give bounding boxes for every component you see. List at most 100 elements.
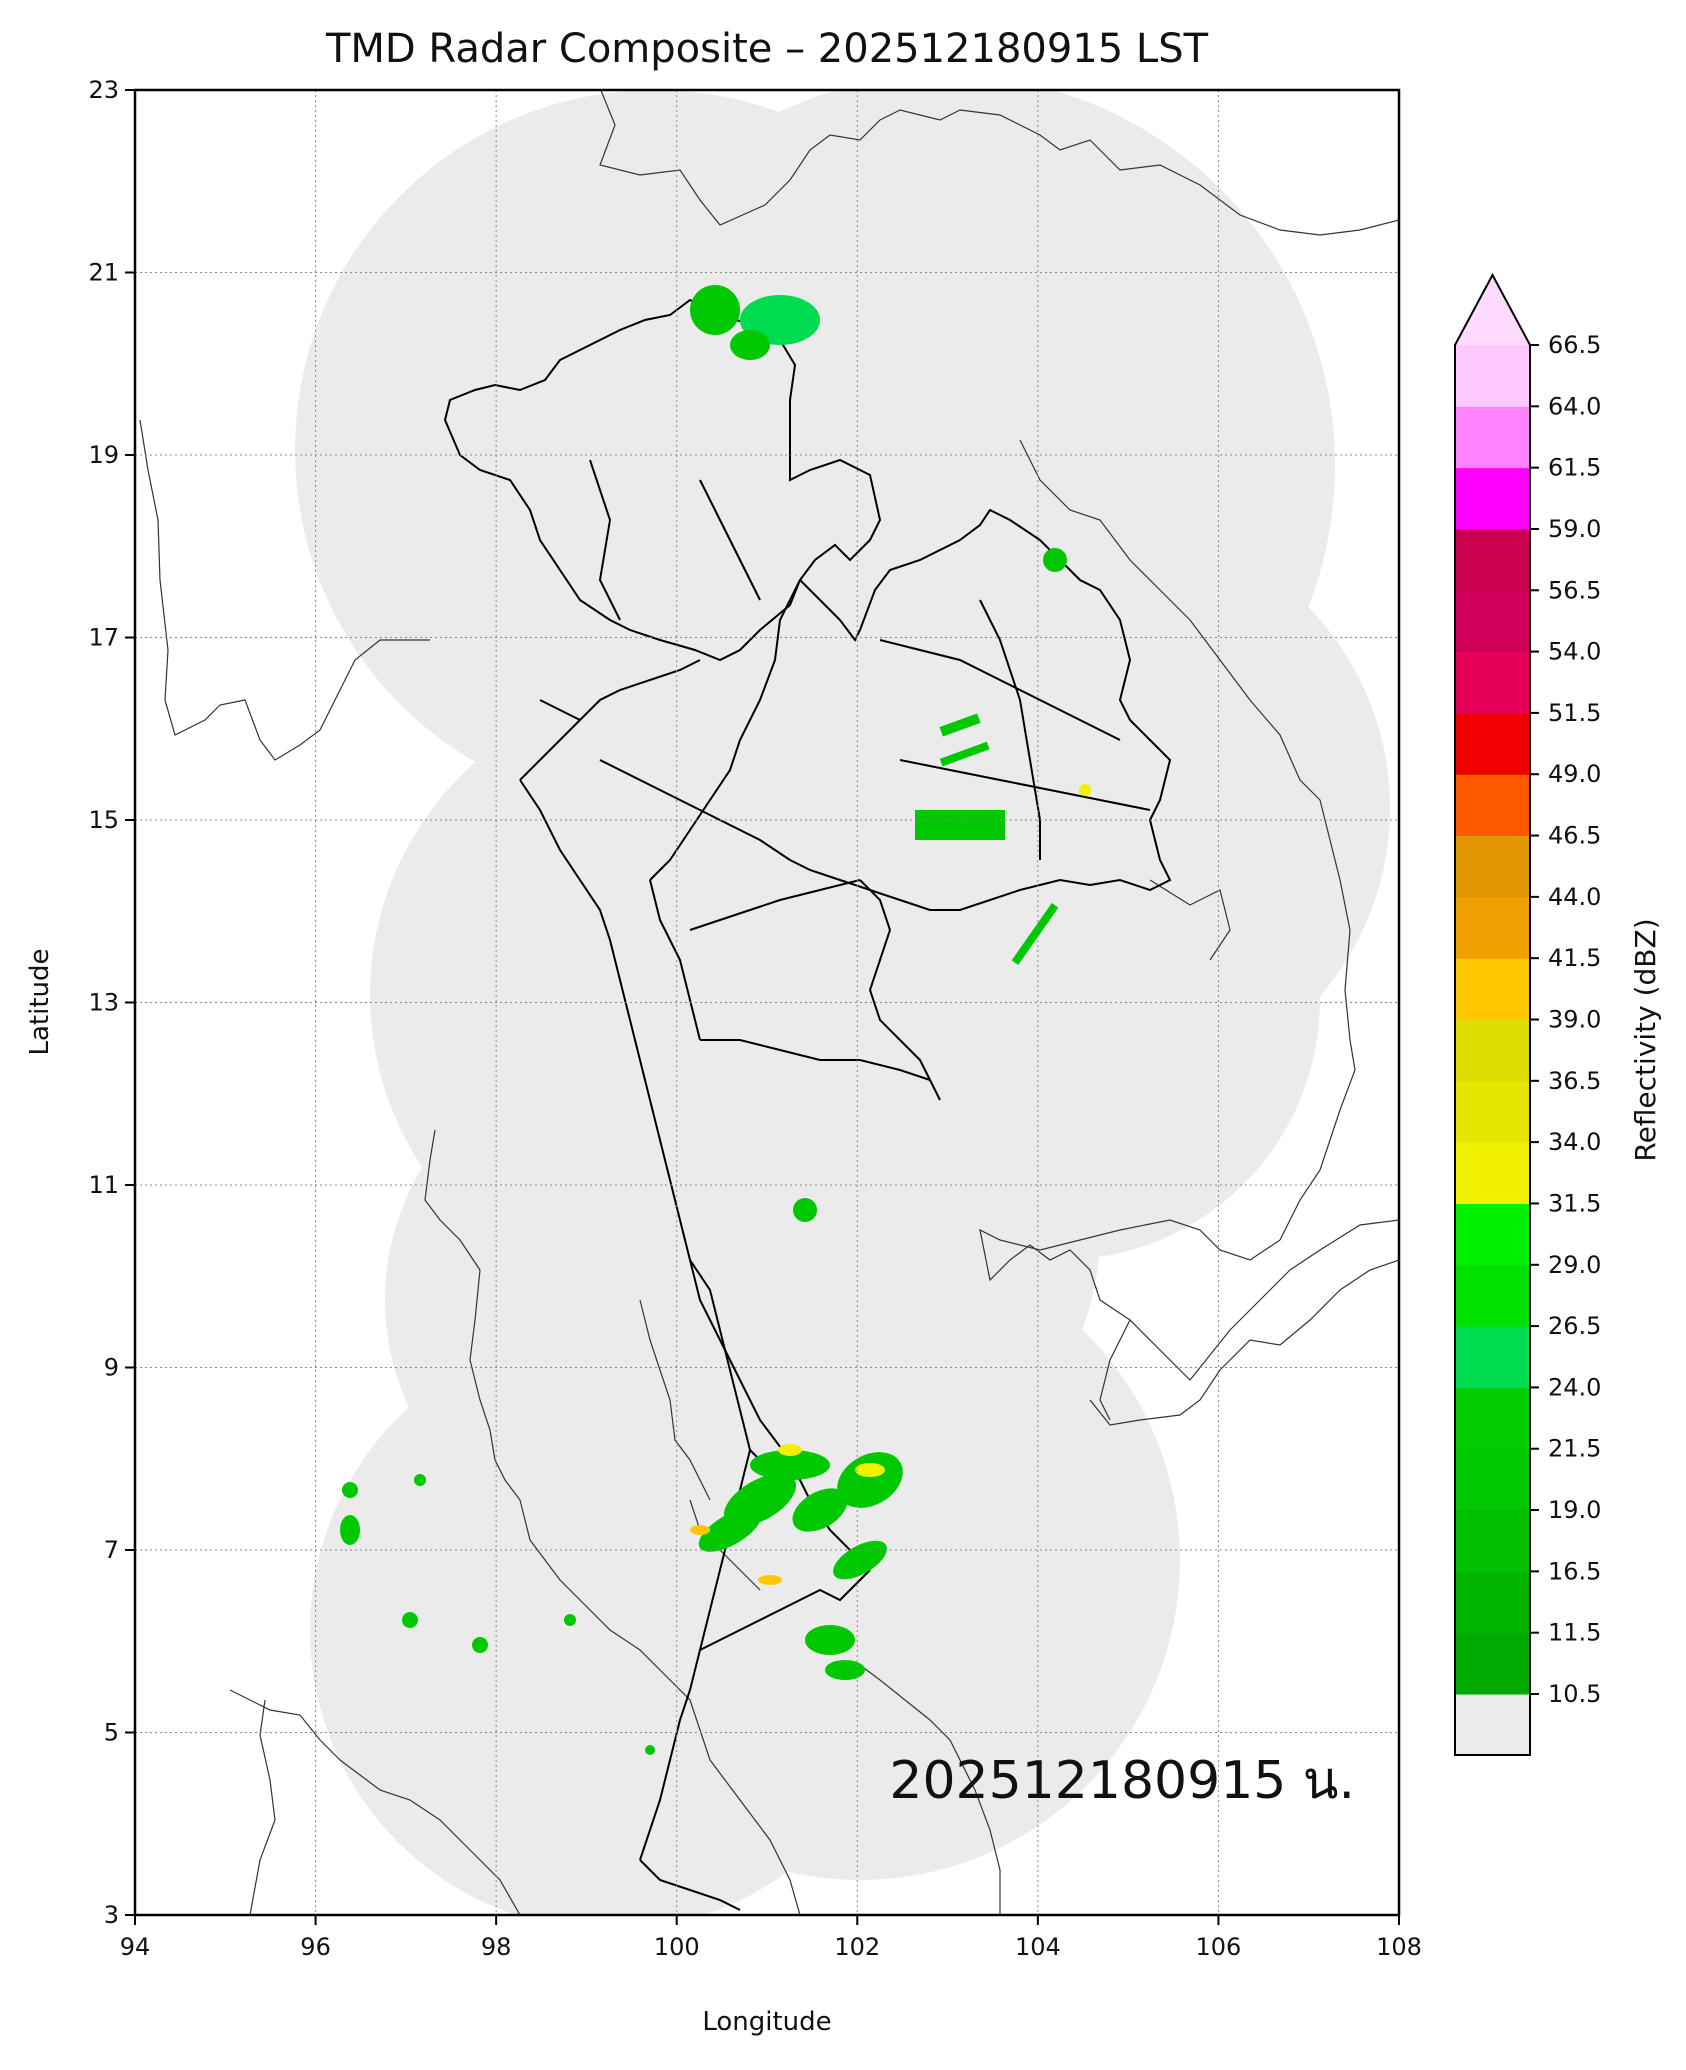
colorbar-tick-label: 46.5 bbox=[1548, 822, 1601, 850]
y-tick-label: 19 bbox=[88, 441, 119, 469]
colorbar-tick-label: 44.0 bbox=[1548, 883, 1601, 911]
colorbar-tick-label: 36.5 bbox=[1548, 1067, 1601, 1095]
colorbar-band bbox=[1455, 1203, 1530, 1266]
colorbar-band bbox=[1455, 1264, 1530, 1327]
colorbar-band bbox=[1455, 467, 1530, 530]
colorbar-tick-label: 56.5 bbox=[1548, 576, 1601, 604]
echo-cell bbox=[792, 1488, 848, 1532]
colorbar-tick-label: 10.5 bbox=[1548, 1680, 1601, 1708]
echo-cell bbox=[750, 1450, 830, 1480]
echo-cell bbox=[1079, 784, 1091, 796]
colorbar-band bbox=[1455, 1510, 1530, 1572]
colorbar-band bbox=[1455, 1080, 1530, 1143]
x-tick-label: 94 bbox=[120, 1933, 151, 1961]
colorbar-tick-label: 26.5 bbox=[1548, 1312, 1601, 1340]
colorbar-tick-label: 41.5 bbox=[1548, 944, 1601, 972]
echo-cell bbox=[1043, 548, 1067, 572]
echo-cell bbox=[342, 1482, 358, 1498]
y-axis: 3 5 7 9 11 13 15 17 19 21 23 bbox=[88, 76, 135, 1929]
colorbar-tick-label: 34.0 bbox=[1548, 1128, 1601, 1156]
colorbar-band bbox=[1455, 590, 1530, 653]
colorbar-band bbox=[1455, 1448, 1530, 1511]
y-tick-label: 11 bbox=[88, 1171, 119, 1199]
colorbar-band bbox=[1455, 651, 1530, 714]
radar-echoes bbox=[340, 285, 1091, 1755]
colorbar-tick-label: 59.0 bbox=[1548, 515, 1601, 543]
colorbar-tick-label: 49.0 bbox=[1548, 760, 1601, 788]
x-axis-label: Longitude bbox=[702, 2007, 831, 2037]
echo-cell bbox=[402, 1612, 418, 1628]
radar-coverage bbox=[295, 90, 1390, 1915]
echo-cell bbox=[564, 1614, 576, 1626]
colorbar-outline bbox=[1454, 272, 1531, 1756]
y-axis-label: Latitude bbox=[25, 948, 55, 1055]
colorbar-band bbox=[1455, 1142, 1530, 1204]
colorbar-tick-label: 61.5 bbox=[1548, 454, 1601, 482]
colorbar-tick-label: 51.5 bbox=[1548, 699, 1601, 727]
colorbar-tick-label: 11.5 bbox=[1548, 1619, 1601, 1647]
echo-cell bbox=[645, 1745, 655, 1755]
y-tick-label: 17 bbox=[88, 624, 119, 652]
y-tick-label: 9 bbox=[104, 1354, 119, 1382]
colorbar-band bbox=[1455, 958, 1530, 1020]
map-area bbox=[135, 90, 1399, 1915]
echo-cell bbox=[805, 1625, 855, 1655]
colorbar-band bbox=[1455, 774, 1530, 837]
colorbar-band bbox=[1455, 896, 1530, 959]
y-tick-label: 3 bbox=[104, 1901, 119, 1929]
timestamp-label: 202512180915 น. bbox=[889, 1751, 1355, 1811]
echo-cell bbox=[939, 741, 990, 767]
echo-cell bbox=[939, 713, 981, 737]
colorbar-band bbox=[1455, 1019, 1530, 1082]
colorbar-tick-label: 29.0 bbox=[1548, 1251, 1601, 1279]
x-tick-label: 108 bbox=[1376, 1933, 1422, 1961]
echo-cell bbox=[758, 1575, 782, 1585]
y-tick-label: 23 bbox=[88, 76, 119, 104]
x-tick-label: 98 bbox=[481, 1933, 512, 1961]
chart-title: TMD Radar Composite – 202512180915 LST bbox=[325, 26, 1209, 72]
colorbar-tick-label: 39.0 bbox=[1548, 1006, 1601, 1034]
echo-cell bbox=[833, 1540, 887, 1580]
echo-cell bbox=[690, 285, 740, 335]
echo-cell bbox=[825, 1660, 865, 1680]
x-tick-label: 100 bbox=[654, 1933, 700, 1961]
echo-cell bbox=[340, 1515, 360, 1545]
coastlines bbox=[139, 90, 1399, 1915]
y-tick-label: 7 bbox=[104, 1536, 119, 1564]
colorbar-tick-label: 16.5 bbox=[1548, 1557, 1601, 1585]
grid-lines bbox=[135, 90, 1399, 1915]
colorbar-under-band bbox=[1455, 1694, 1530, 1755]
echo-cell bbox=[793, 1198, 817, 1222]
colorbar-band bbox=[1455, 345, 1530, 407]
colorbar-band bbox=[1455, 712, 1530, 775]
echo-cell bbox=[837, 1452, 903, 1508]
colorbar-tick-label: 54.0 bbox=[1548, 638, 1601, 666]
x-tick-label: 104 bbox=[1015, 1933, 1061, 1961]
x-tick-label: 102 bbox=[834, 1933, 880, 1961]
echo-cell bbox=[472, 1637, 488, 1653]
colorbar-band bbox=[1455, 1571, 1530, 1634]
colorbar-band bbox=[1455, 528, 1530, 591]
y-tick-label: 15 bbox=[88, 806, 119, 834]
y-tick-label: 21 bbox=[88, 259, 119, 287]
x-tick-label: 106 bbox=[1196, 1933, 1242, 1961]
echo-cell bbox=[414, 1474, 426, 1486]
x-tick-label: 96 bbox=[300, 1933, 331, 1961]
colorbar-band bbox=[1455, 406, 1530, 469]
colorbar-tick-label: 66.5 bbox=[1548, 331, 1601, 359]
echo-cell bbox=[1011, 903, 1059, 965]
colorbar-tick-label: 21.5 bbox=[1548, 1435, 1601, 1463]
x-axis: 94 96 98 100 102 104 106 108 bbox=[120, 1915, 1422, 1961]
colorbar-tick-label: 64.0 bbox=[1548, 392, 1601, 420]
echo-cell bbox=[778, 1444, 802, 1456]
colorbar-band bbox=[1455, 1326, 1530, 1388]
colorbar-tick-label: 31.5 bbox=[1548, 1189, 1601, 1217]
y-tick-label: 5 bbox=[104, 1719, 119, 1747]
colorbar-extend-arrow bbox=[1455, 275, 1530, 345]
echo-cell bbox=[698, 1508, 762, 1552]
colorbar-band bbox=[1455, 835, 1530, 898]
y-tick-label: 13 bbox=[88, 989, 119, 1017]
colorbar-label: Reflectivity (dBZ) bbox=[1629, 918, 1662, 1161]
colorbar-band bbox=[1455, 1632, 1530, 1695]
